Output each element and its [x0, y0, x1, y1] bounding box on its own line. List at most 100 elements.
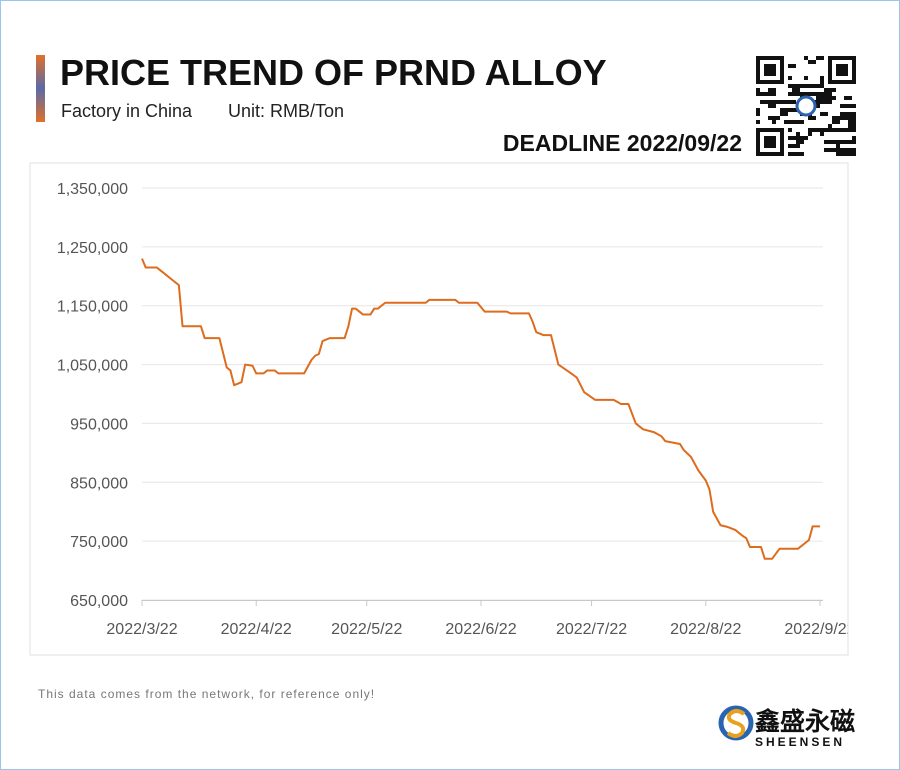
qr-cell — [816, 128, 820, 132]
qr-cell — [836, 116, 840, 120]
qr-cell — [792, 120, 796, 124]
qr-cell — [804, 84, 808, 88]
qr-cell — [836, 140, 840, 144]
qr-cell — [820, 80, 824, 84]
qr-cell — [784, 100, 788, 104]
qr-cell — [824, 148, 828, 152]
qr-cell — [804, 92, 808, 96]
qr-cell — [848, 148, 852, 152]
qr-cell — [796, 144, 800, 148]
x-tick-label: 2022/8/22 — [670, 621, 741, 638]
qr-cell — [832, 96, 836, 100]
qr-cell — [848, 112, 852, 116]
x-tick-label: 2022/7/22 — [556, 621, 627, 638]
qr-finder-core — [764, 64, 776, 76]
qr-cell — [836, 120, 840, 124]
qr-cell — [832, 128, 836, 132]
y-tick-label: 1,150,000 — [57, 299, 128, 316]
qr-cell — [832, 140, 836, 144]
qr-cell — [828, 96, 832, 100]
qr-cell — [768, 116, 772, 120]
qr-cell — [760, 100, 764, 104]
qr-cell — [768, 92, 772, 96]
qr-cell — [808, 84, 812, 88]
qr-cell — [776, 100, 780, 104]
qr-finder — [828, 56, 856, 84]
qr-cell — [764, 92, 768, 96]
qr-cell — [784, 108, 788, 112]
qr-cell — [796, 88, 800, 92]
y-tick-label: 650,000 — [70, 593, 128, 610]
qr-cell — [848, 104, 852, 108]
qr-code — [756, 56, 856, 156]
qr-cell — [816, 96, 820, 100]
qr-cell — [804, 76, 808, 80]
qr-cell — [772, 92, 776, 96]
qr-cell — [788, 128, 792, 132]
qr-cell — [816, 84, 820, 88]
qr-cell — [780, 112, 784, 116]
qr-cell — [796, 132, 800, 136]
qr-cell — [788, 120, 792, 124]
qr-cell — [832, 148, 836, 152]
qr-cell — [840, 116, 844, 120]
qr-cell — [840, 112, 844, 116]
qr-finder-core — [764, 136, 776, 148]
qr-cell — [764, 100, 768, 104]
qr-cell — [844, 96, 848, 100]
qr-cell — [760, 92, 764, 96]
qr-cell — [844, 112, 848, 116]
qr-cell — [792, 136, 796, 140]
qr-cell — [780, 108, 784, 112]
qr-cell — [772, 120, 776, 124]
unit: Unit: RMB/Ton — [228, 101, 344, 121]
qr-cell — [768, 88, 772, 92]
qr-cell — [756, 120, 760, 124]
x-tick-label: 2022/4/22 — [221, 621, 292, 638]
qr-cell — [812, 116, 816, 120]
qr-cell — [824, 92, 828, 96]
qr-cell — [820, 56, 824, 60]
qr-cell — [788, 152, 792, 156]
qr-cell — [808, 60, 812, 64]
qr-cell — [788, 84, 792, 88]
qr-cell — [788, 64, 792, 68]
qr-cell — [788, 92, 792, 96]
qr-cell — [828, 128, 832, 132]
qr-cell — [852, 112, 856, 116]
qr-cell — [828, 92, 832, 96]
qr-cell — [792, 64, 796, 68]
qr-cell — [780, 100, 784, 104]
qr-cell — [852, 128, 856, 132]
qr-cell — [756, 92, 760, 96]
qr-cell — [852, 104, 856, 108]
qr-cell — [792, 100, 796, 104]
qr-cell — [840, 152, 844, 156]
y-tick-label: 1,350,000 — [57, 181, 128, 198]
qr-cell — [816, 104, 820, 108]
qr-cell — [840, 128, 844, 132]
qr-cell — [756, 88, 760, 92]
qr-cell — [788, 76, 792, 80]
qr-cell — [808, 92, 812, 96]
qr-cell — [800, 92, 804, 96]
y-tick-label: 850,000 — [70, 475, 128, 492]
brand: 鑫盛永磁 — [755, 707, 855, 736]
qr-cell — [820, 84, 824, 88]
qr-cell — [792, 84, 796, 88]
qr-cell — [844, 148, 848, 152]
qr-cell — [772, 100, 776, 104]
qr-cell — [836, 148, 840, 152]
qr-cell — [848, 116, 852, 120]
qr-cell — [852, 152, 856, 156]
qr-cell — [832, 88, 836, 92]
qr-cell — [800, 84, 804, 88]
qr-cell — [788, 136, 792, 140]
qr-cell — [784, 120, 788, 124]
brand-en: SHEENSEN — [755, 735, 845, 749]
qr-cell — [792, 144, 796, 148]
qr-cell — [796, 120, 800, 124]
qr-cell — [812, 92, 816, 96]
y-tick-label: 1,250,000 — [57, 240, 128, 257]
qr-cell — [832, 120, 836, 124]
